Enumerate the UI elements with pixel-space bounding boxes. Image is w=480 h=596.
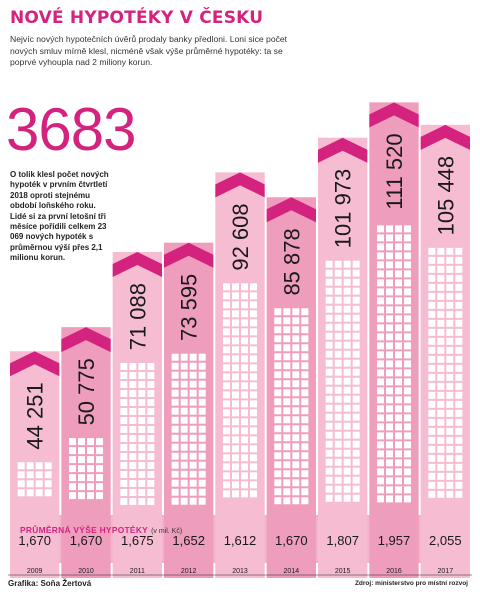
windows — [120, 362, 155, 505]
house-bar-2011: 71 088 1,675 2011 — [112, 251, 162, 578]
avg-value-label: 1,612 — [224, 533, 257, 548]
windows — [274, 308, 309, 505]
windows — [171, 353, 206, 505]
year-tick-label: 2013 — [232, 568, 248, 575]
house-bar-2014: 85 878 1,670 2014 — [266, 197, 316, 578]
windows — [17, 462, 52, 497]
windows — [69, 438, 103, 500]
bar-value-label: 50 775 — [74, 358, 99, 425]
roof — [318, 137, 368, 163]
avg-value-label: 1,807 — [326, 533, 359, 548]
year-tick-label: 2016 — [386, 568, 402, 575]
highlight-number: 3683 — [6, 96, 136, 163]
credit: Grafika: Soňa Žertová — [8, 579, 92, 588]
roof — [61, 327, 111, 353]
roof — [10, 351, 60, 377]
avg-value-label: 1,670 — [275, 533, 308, 548]
avg-value-label: 1,957 — [378, 533, 411, 548]
roof — [266, 197, 316, 223]
windows — [325, 260, 360, 502]
avg-value-label: 1,670 — [18, 533, 51, 548]
roof — [420, 124, 470, 150]
year-tick-label: 2014 — [284, 568, 300, 575]
highlight-note: O tolik klesl počet nových hypoték v prv… — [10, 170, 109, 263]
bar-value-label: 92 608 — [228, 203, 253, 270]
page-title: NOVÉ HYPOTÉKY V ČESKU — [10, 8, 264, 28]
avg-value-label: 2,055 — [429, 533, 462, 548]
year-tick-label: 2015 — [335, 568, 351, 575]
house-bar-2017: 105 448 2,055 2017 — [420, 124, 470, 578]
avg-label: PRŮMĚRNÁ VÝŠE HYPOTÉKY (v mil. Kč) — [20, 525, 183, 535]
avg-value-label: 1,652 — [172, 533, 205, 548]
bar-value-label: 111 520 — [382, 133, 407, 209]
bar-value-label: 101 973 — [331, 169, 356, 249]
roof — [112, 251, 162, 277]
year-tick-label: 2011 — [130, 568, 145, 575]
bar-value-label: 44 251 — [23, 382, 48, 449]
windows — [223, 283, 257, 498]
avg-value-label: 1,675 — [121, 533, 154, 548]
house-bar-2010: 50 775 1,670 2010 — [61, 327, 111, 578]
roof — [369, 102, 419, 128]
windows — [428, 247, 463, 498]
windows — [377, 225, 411, 503]
avg-unit: (v mil. Kč) — [151, 528, 183, 535]
house-bar-2013: 92 608 1,612 2013 — [215, 172, 265, 578]
bar-value-label: 85 878 — [279, 228, 304, 295]
avg-value-label: 1,670 — [70, 533, 103, 548]
source: Zdroj: ministerstvo pro místní rozvoj — [354, 580, 468, 587]
house-bar-2016: 111 520 1,957 2016 — [369, 102, 419, 578]
house-bar-2012: 73 595 1,652 2012 — [164, 242, 214, 579]
roof — [215, 172, 265, 198]
year-tick-label: 2017 — [438, 568, 454, 575]
intro-text: Nejvíc nových hypotečních úvěrů prodaly … — [10, 34, 288, 68]
bar-value-label: 71 088 — [125, 283, 150, 350]
bar-value-label: 73 595 — [177, 274, 202, 341]
roof — [164, 242, 214, 268]
year-tick-label: 2012 — [181, 568, 197, 575]
year-tick-label: 2010 — [78, 568, 94, 575]
bar-value-label: 105 448 — [433, 156, 458, 236]
house-bar-2015: 101 973 1,807 2015 — [318, 137, 368, 579]
house-bar-2009: 44 251 1,670 2009 — [10, 351, 60, 578]
year-tick-label: 2009 — [27, 568, 43, 575]
